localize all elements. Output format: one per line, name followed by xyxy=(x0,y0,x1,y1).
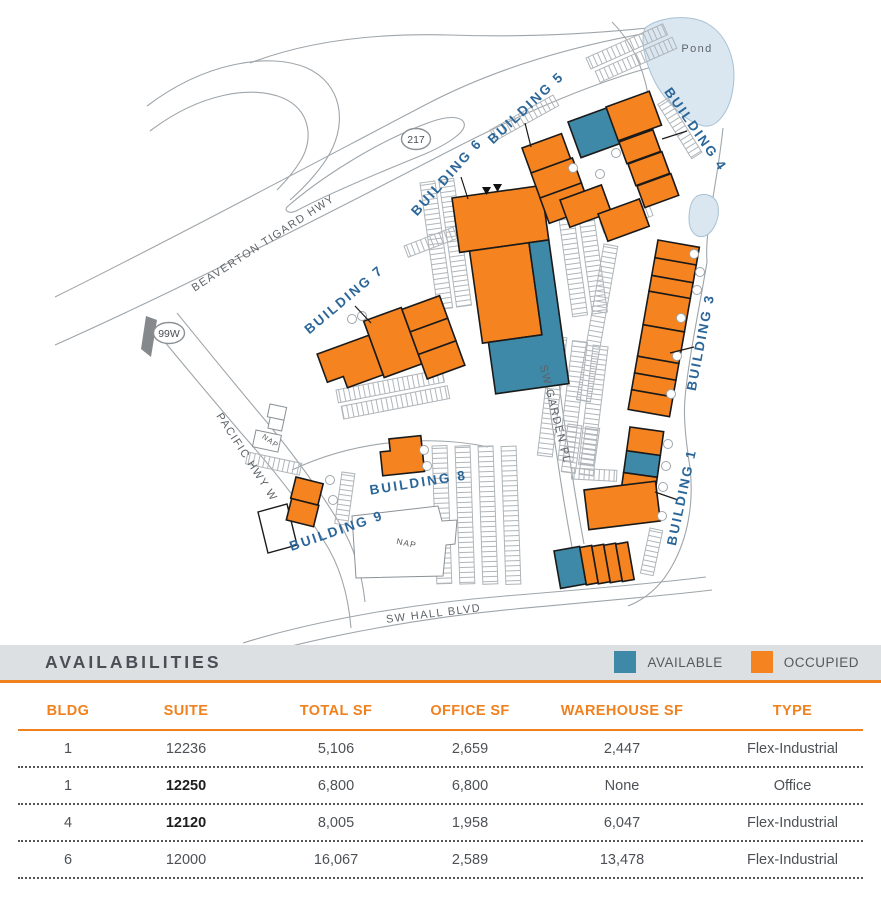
cell-office-sf: 6,800 xyxy=(451,777,489,794)
cell-type: Office xyxy=(773,777,812,794)
highway-217-label: 217 xyxy=(407,134,425,146)
pond-label: Pond xyxy=(681,43,712,55)
column-header-bldg: BLDG xyxy=(46,703,90,719)
occupied-swatch xyxy=(750,651,773,673)
cell-suite: 12236 xyxy=(165,740,207,757)
cell-type: Flex-Industrial xyxy=(746,851,839,868)
column-header-suite: SUITE xyxy=(163,703,209,719)
building-1 xyxy=(553,426,665,590)
highway-shield-217: 217 xyxy=(400,127,432,151)
building-7 xyxy=(316,294,466,389)
cell-suite: 12000 xyxy=(165,851,207,868)
site-plan-map: 217 99W Pond BEAVERTON TIGARD HWY PACIFI… xyxy=(54,17,735,658)
availabilities-table: BLDG SUITE TOTAL SF OFFICE SF WAREHOUSE … xyxy=(18,693,863,879)
highway-99w-label: 99W xyxy=(158,328,180,340)
cell-office-sf: 2,589 xyxy=(451,851,489,868)
available-label: AVAILABLE xyxy=(647,654,723,670)
cell-type: Flex-Industrial xyxy=(746,814,839,831)
availabilities-header-bar: AVAILABILITIES AVAILABLE OCCUPIED xyxy=(0,645,881,683)
column-header-type: TYPE xyxy=(772,703,813,719)
cell-bldg: 1 xyxy=(63,777,73,794)
nap-large-building xyxy=(351,505,458,579)
map-legend: AVAILABLE OCCUPIED xyxy=(614,651,859,673)
cell-bldg: 4 xyxy=(63,814,73,831)
available-swatch xyxy=(614,651,637,673)
column-header-warehouse-sf: WAREHOUSE SF xyxy=(560,703,684,719)
cell-total-sf: 8,005 xyxy=(317,814,355,831)
highway-shield-99w: 99W xyxy=(152,321,186,345)
table-header-row: BLDG SUITE TOTAL SF OFFICE SF WAREHOUSE … xyxy=(18,693,863,731)
entrance-marker xyxy=(493,184,502,192)
road-label-beaverton-tigard-hwy: BEAVERTON TIGARD HWY xyxy=(190,193,337,294)
cell-warehouse-sf: 2,447 xyxy=(603,740,641,757)
legend-occupied: OCCUPIED xyxy=(750,651,859,673)
cell-suite: 12120 xyxy=(165,814,207,831)
occupied-label: OCCUPIED xyxy=(783,654,859,670)
building-3 xyxy=(627,239,701,418)
cell-warehouse-sf: 13,478 xyxy=(599,851,645,868)
table-row: 1 12250 6,800 6,800 None Office xyxy=(18,768,863,805)
cell-total-sf: 16,067 xyxy=(313,851,359,868)
building-8 xyxy=(379,434,426,477)
trees xyxy=(325,148,705,521)
cell-suite: 12250 xyxy=(165,777,207,794)
building-6-available-unit xyxy=(487,239,570,395)
cell-warehouse-sf: None xyxy=(604,777,640,794)
leader-lines xyxy=(354,122,695,501)
cell-warehouse-sf: 6,047 xyxy=(603,814,641,831)
cell-total-sf: 5,106 xyxy=(317,740,355,757)
legend-available: AVAILABLE xyxy=(614,651,722,673)
nap-small-building xyxy=(266,403,288,432)
nap-buildings xyxy=(251,403,458,579)
cell-office-sf: 1,958 xyxy=(451,814,489,831)
table-row: 6 12000 16,067 2,589 13,478 Flex-Industr… xyxy=(18,842,863,879)
table-row: 4 12120 8,005 1,958 6,047 Flex-Industria… xyxy=(18,805,863,842)
cell-office-sf: 2,659 xyxy=(451,740,489,757)
cell-total-sf: 6,800 xyxy=(317,777,355,794)
table-body: 1 12236 5,106 2,659 2,447 Flex-Industria… xyxy=(18,731,863,879)
building-4 xyxy=(566,90,680,209)
cell-bldg: 1 xyxy=(63,740,73,757)
nap-large-label: NAP xyxy=(396,536,418,550)
median-wedge xyxy=(141,316,157,357)
road-label-sw-hall-blvd: SW HALL BLVD xyxy=(385,602,481,626)
table-row: 1 12236 5,106 2,659 2,447 Flex-Industria… xyxy=(18,731,863,768)
entrance-marker xyxy=(482,187,491,195)
cell-bldg: 6 xyxy=(63,851,73,868)
availabilities-title: AVAILABILITIES xyxy=(45,652,222,672)
building-6 xyxy=(451,184,570,395)
building-9 xyxy=(285,476,325,528)
column-header-total-sf: TOTAL SF xyxy=(299,703,373,719)
buildings xyxy=(285,90,701,590)
column-header-office-sf: OFFICE SF xyxy=(430,703,510,719)
cell-type: Flex-Industrial xyxy=(746,740,839,757)
